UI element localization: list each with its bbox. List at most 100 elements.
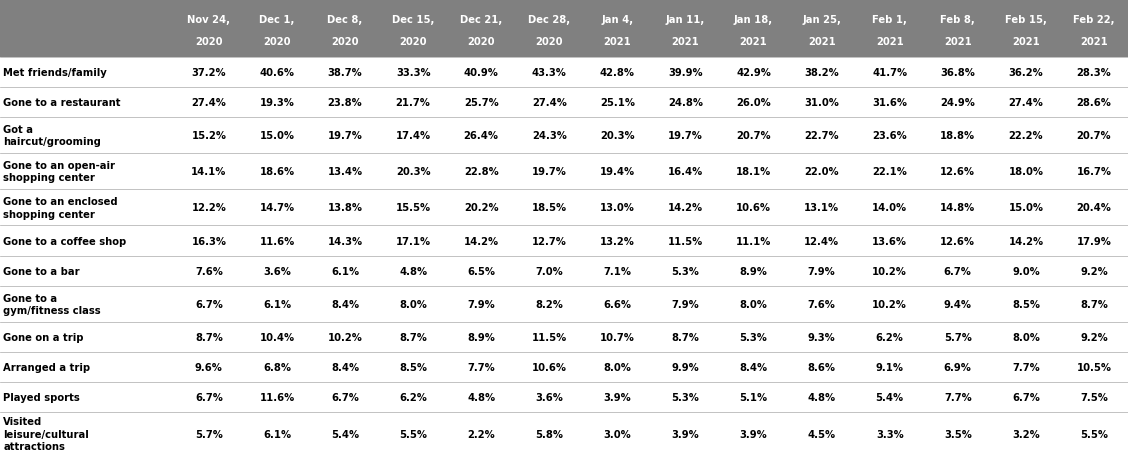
Text: 40.9%: 40.9%	[464, 68, 499, 78]
Text: 6.1%: 6.1%	[263, 299, 291, 309]
Text: 36.8%: 36.8%	[941, 68, 976, 78]
Text: 11.6%: 11.6%	[259, 236, 294, 246]
Text: 19.7%: 19.7%	[327, 131, 362, 141]
Text: 11.5%: 11.5%	[531, 332, 567, 342]
Text: 23.8%: 23.8%	[327, 98, 362, 108]
Text: 37.2%: 37.2%	[192, 68, 227, 78]
Text: 31.0%: 31.0%	[804, 98, 839, 108]
Text: 5.3%: 5.3%	[740, 332, 767, 342]
Text: 20.7%: 20.7%	[737, 131, 770, 141]
Text: 3.6%: 3.6%	[263, 266, 291, 276]
Text: 3.9%: 3.9%	[740, 429, 767, 439]
Text: 7.9%: 7.9%	[467, 299, 495, 309]
Text: 3.5%: 3.5%	[944, 429, 971, 439]
Text: 4.8%: 4.8%	[467, 392, 495, 402]
Text: 7.6%: 7.6%	[195, 266, 223, 276]
Text: 8.7%: 8.7%	[195, 332, 223, 342]
Text: 14.7%: 14.7%	[259, 203, 294, 213]
Text: 7.0%: 7.0%	[536, 266, 563, 276]
Text: Nov 24,: Nov 24,	[187, 15, 230, 25]
Text: 12.4%: 12.4%	[804, 236, 839, 246]
Text: Dec 15,: Dec 15,	[391, 15, 434, 25]
Text: 7.5%: 7.5%	[1079, 392, 1108, 402]
Text: 42.9%: 42.9%	[737, 68, 770, 78]
Text: 20.2%: 20.2%	[464, 203, 499, 213]
Text: 2020: 2020	[263, 36, 291, 46]
Text: 9.9%: 9.9%	[671, 362, 699, 372]
Bar	[0, 382, 1128, 412]
Text: 24.3%: 24.3%	[532, 131, 566, 141]
Text: Gone to an open-air
shopping center: Gone to an open-air shopping center	[3, 161, 115, 183]
Text: 31.6%: 31.6%	[872, 98, 907, 108]
Text: 10.6%: 10.6%	[531, 362, 566, 372]
Text: 6.7%: 6.7%	[944, 266, 971, 276]
Text: 18.8%: 18.8%	[941, 131, 976, 141]
Text: 15.5%: 15.5%	[396, 203, 431, 213]
Text: 8.0%: 8.0%	[1012, 332, 1040, 342]
Text: 14.8%: 14.8%	[940, 203, 976, 213]
Text: Jan 4,: Jan 4,	[601, 15, 634, 25]
Text: 25.1%: 25.1%	[600, 98, 635, 108]
Text: 6.6%: 6.6%	[603, 299, 632, 309]
Text: 2021: 2021	[603, 36, 632, 46]
Text: 7.7%: 7.7%	[944, 392, 971, 402]
Text: 8.7%: 8.7%	[1079, 299, 1108, 309]
Text: 10.7%: 10.7%	[600, 332, 635, 342]
Text: 5.7%: 5.7%	[944, 332, 971, 342]
Text: 6.1%: 6.1%	[263, 429, 291, 439]
Text: 22.1%: 22.1%	[872, 167, 907, 177]
Text: 21.7%: 21.7%	[396, 98, 431, 108]
Text: 9.6%: 9.6%	[195, 362, 223, 372]
Text: Visited
leisure/cultural
attractions: Visited leisure/cultural attractions	[3, 416, 89, 451]
Text: 2020: 2020	[332, 36, 359, 46]
Text: 8.5%: 8.5%	[1012, 299, 1040, 309]
Text: Jan 18,: Jan 18,	[734, 15, 773, 25]
Text: Met friends/family: Met friends/family	[3, 68, 107, 78]
Text: 2021: 2021	[1081, 36, 1108, 46]
Bar	[0, 352, 1128, 382]
Text: 14.3%: 14.3%	[327, 236, 362, 246]
Text: Dec 1,: Dec 1,	[259, 15, 294, 25]
Text: 13.4%: 13.4%	[327, 167, 362, 177]
Text: 10.5%: 10.5%	[1076, 362, 1111, 372]
Text: 6.8%: 6.8%	[263, 362, 291, 372]
Text: Feb 8,: Feb 8,	[941, 15, 976, 25]
Text: 3.3%: 3.3%	[875, 429, 904, 439]
Text: 41.7%: 41.7%	[872, 68, 907, 78]
Text: Dec 28,: Dec 28,	[528, 15, 571, 25]
Bar	[0, 118, 1128, 154]
Text: 5.5%: 5.5%	[1079, 429, 1108, 439]
Text: 14.0%: 14.0%	[872, 203, 907, 213]
Text: 9.1%: 9.1%	[875, 362, 904, 372]
Text: 14.1%: 14.1%	[191, 167, 227, 177]
Text: 6.5%: 6.5%	[467, 266, 495, 276]
Text: 39.9%: 39.9%	[668, 68, 703, 78]
Text: 7.6%: 7.6%	[808, 299, 836, 309]
Text: Got a
haircut/grooming: Got a haircut/grooming	[3, 125, 102, 147]
Text: 13.2%: 13.2%	[600, 236, 635, 246]
Text: 11.5%: 11.5%	[668, 236, 703, 246]
Text: 40.6%: 40.6%	[259, 68, 294, 78]
Text: Feb 22,: Feb 22,	[1073, 15, 1114, 25]
Text: 16.4%: 16.4%	[668, 167, 703, 177]
Text: 7.9%: 7.9%	[808, 266, 836, 276]
Text: 27.4%: 27.4%	[532, 98, 566, 108]
Text: 8.7%: 8.7%	[399, 332, 428, 342]
Text: 3.0%: 3.0%	[603, 429, 632, 439]
Text: 28.6%: 28.6%	[1076, 98, 1111, 108]
Bar	[0, 226, 1128, 256]
Text: 3.2%: 3.2%	[1012, 429, 1040, 439]
Text: 6.7%: 6.7%	[1012, 392, 1040, 402]
Text: 10.6%: 10.6%	[737, 203, 772, 213]
Text: Dec 8,: Dec 8,	[327, 15, 363, 25]
Text: 18.5%: 18.5%	[531, 203, 567, 213]
Text: 17.4%: 17.4%	[396, 131, 431, 141]
Text: 7.7%: 7.7%	[467, 362, 495, 372]
Text: 24.9%: 24.9%	[941, 98, 976, 108]
Text: 18.1%: 18.1%	[735, 167, 772, 177]
Text: 6.7%: 6.7%	[195, 392, 223, 402]
Text: 18.0%: 18.0%	[1008, 167, 1043, 177]
Text: 8.6%: 8.6%	[808, 362, 836, 372]
Text: 10.2%: 10.2%	[872, 299, 907, 309]
Text: Feb 1,: Feb 1,	[872, 15, 907, 25]
